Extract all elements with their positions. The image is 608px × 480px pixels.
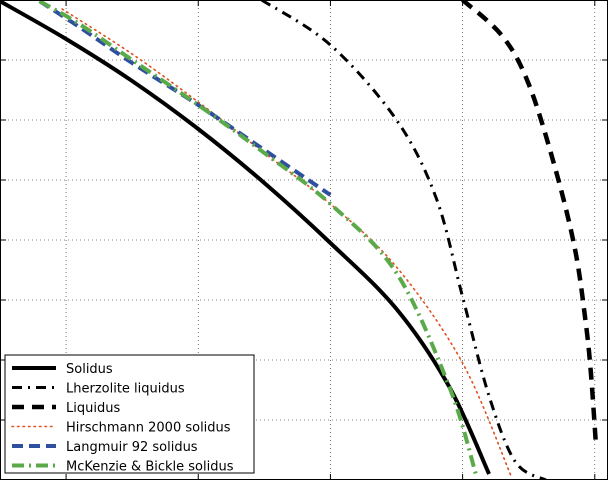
series-line-liquidus [461, 0, 599, 448]
legend-label-solidus: Solidus [66, 362, 113, 377]
legend-label-hirschmann-2000-solidus: Hirschmann 2000 solidus [66, 421, 231, 436]
legend-label-mckenzie-and-bickle-solidus: McKenzie & Bickle solidus [66, 460, 234, 475]
legend-label-liquidus: Liquidus [66, 401, 120, 416]
legend-label-langmuir-92-solidus: Langmuir 92 solidus [66, 440, 198, 455]
legend: Solidus Lherzolite liquidus Liquidus Hirsch… [4, 354, 255, 475]
series-line-solidus [0, 0, 491, 475]
series-line-mckenzie-and-bickle-solidus [38, 0, 478, 475]
legend-label-lherzolite-liquidus: Lherzolite liquidus [66, 382, 185, 397]
series-line-hirschmann-2000-solidus [61, 8, 513, 478]
series-line-langmuir-92-solidus [38, 0, 332, 197]
legend-box [4, 354, 255, 474]
